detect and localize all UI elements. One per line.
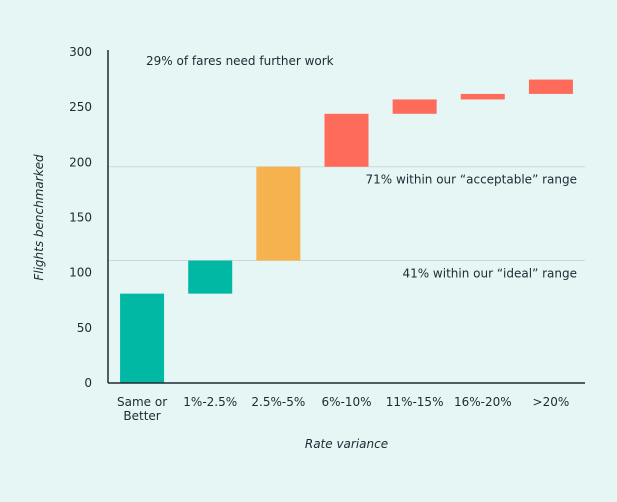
- x-tick-label: 6%-10%: [321, 395, 371, 409]
- x-tick-label: 16%-20%: [454, 395, 512, 409]
- bar: [528, 79, 573, 94]
- y-tick-label: 0: [84, 376, 92, 390]
- bar: [460, 93, 505, 100]
- x-tick-label: Same or: [117, 395, 167, 409]
- x-tick-label: 11%-15%: [386, 395, 444, 409]
- y-tick-label: 250: [69, 100, 92, 114]
- y-tick-label: 300: [69, 45, 92, 59]
- y-tick-label: 200: [69, 155, 92, 169]
- bar: [256, 166, 301, 261]
- bar: [324, 113, 369, 167]
- x-tick-label: Better: [123, 409, 160, 423]
- bar: [120, 293, 165, 383]
- x-tick-label: 2.5%-5%: [251, 395, 305, 409]
- bar: [188, 260, 233, 294]
- annotations: 71% within our “acceptable” range 41% wit…: [146, 54, 577, 281]
- reference-line-label: 41% within our “ideal” range: [402, 267, 577, 281]
- x-tick-label: 1%-2.5%: [183, 395, 237, 409]
- x-axis-title: Rate variance: [305, 437, 388, 451]
- y-tick-label: 100: [69, 266, 92, 280]
- y-axis-title: Flights benchmarked: [32, 154, 46, 281]
- axes: [107, 50, 585, 384]
- y-tick-label: 150: [69, 211, 92, 225]
- y-tick-label: 50: [77, 321, 92, 335]
- bar: [392, 99, 437, 114]
- chart-annotation: 29% of fares need further work: [146, 54, 334, 68]
- reference-line-label: 71% within our “acceptable” range: [366, 173, 577, 187]
- x-tick-label: >20%: [533, 395, 570, 409]
- y-tick-labels: 0 50 100 150 200 250 300: [69, 45, 92, 390]
- bars: [120, 79, 573, 383]
